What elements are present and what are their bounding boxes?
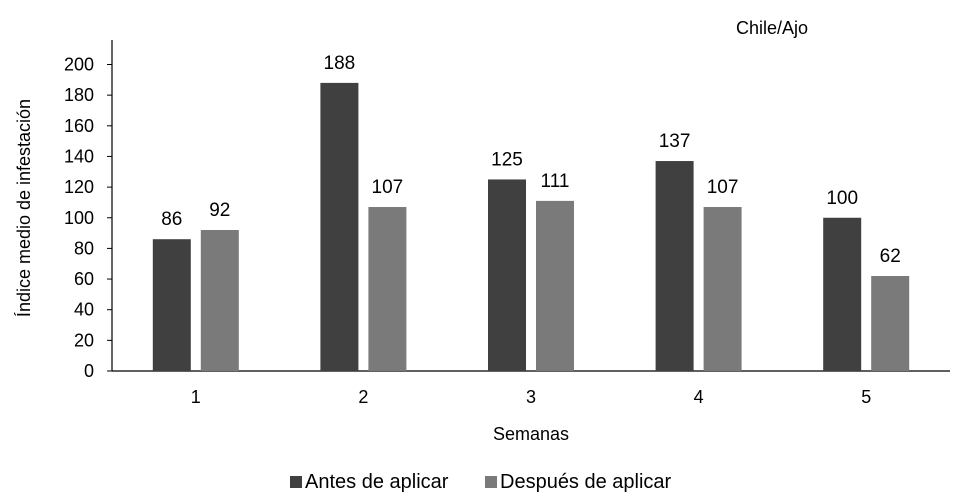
- data-labels: 86 92 188 107 125 111 137 107 100 62: [161, 53, 901, 267]
- y-tick-label: 200: [64, 55, 94, 75]
- x-axis-ticks: 1 2 3 4 5: [191, 387, 871, 407]
- legend-swatch: [485, 476, 497, 488]
- x-tick-label: 2: [358, 387, 368, 407]
- legend-entry: Antes de aplicar: [305, 471, 449, 493]
- data-label: 125: [491, 149, 523, 170]
- data-label: 188: [324, 53, 356, 74]
- data-label: 100: [826, 188, 858, 209]
- y-tick-label: 160: [64, 116, 94, 136]
- y-tick-label: 100: [64, 208, 94, 228]
- data-label: 137: [659, 131, 691, 152]
- data-label: 107: [707, 177, 739, 198]
- bar: [655, 161, 694, 371]
- bar: [536, 200, 574, 371]
- bar: [823, 217, 862, 371]
- x-tick-label: 3: [526, 387, 536, 407]
- bar: [200, 230, 239, 371]
- y-tick-label: 0: [84, 361, 94, 381]
- y-tick-label: 40: [74, 300, 94, 320]
- data-label: 62: [880, 246, 901, 267]
- bar: [703, 207, 742, 371]
- bar: [152, 239, 191, 371]
- data-label: 86: [161, 209, 182, 230]
- bars: [152, 82, 910, 371]
- y-tick-label: 80: [74, 238, 94, 258]
- x-tick-label: 5: [861, 387, 871, 407]
- x-tick-label: 4: [694, 387, 704, 407]
- bar: [320, 82, 359, 371]
- legend: Antes de aplicar Después de aplicar: [290, 471, 672, 493]
- legend-swatch: [290, 476, 302, 488]
- bar: [488, 179, 526, 371]
- x-tick-label: 1: [191, 387, 201, 407]
- y-tick-label: 20: [74, 330, 94, 350]
- y-tick-label: 60: [74, 269, 94, 289]
- data-label: 92: [209, 200, 230, 221]
- x-axis-title: Semanas: [493, 424, 569, 444]
- chart-title: Chile/Ajo: [736, 18, 808, 38]
- y-tick-label: 180: [64, 85, 94, 105]
- bar: [871, 275, 910, 371]
- data-label: 107: [372, 177, 404, 198]
- y-axis-ticks: 0 20 40 60 80 100 120 140 160 180 200: [64, 55, 112, 381]
- y-tick-label: 140: [64, 146, 94, 166]
- bar: [368, 207, 407, 371]
- y-tick-label: 120: [64, 177, 94, 197]
- legend-entry: Después de aplicar: [500, 471, 672, 493]
- y-axis-title: Índice medio de infestación: [14, 99, 34, 317]
- data-label: 111: [541, 171, 570, 192]
